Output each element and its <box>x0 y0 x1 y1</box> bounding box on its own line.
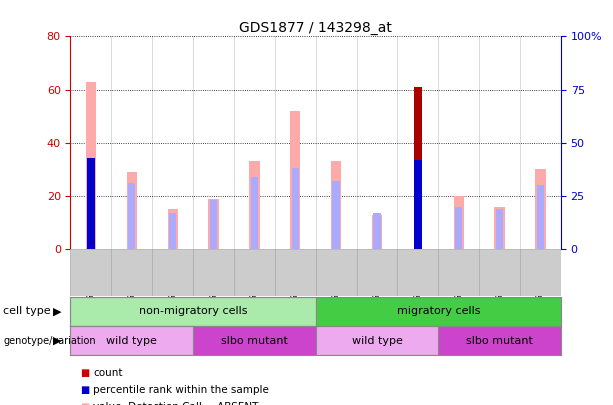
Text: ■: ■ <box>80 386 89 395</box>
Text: ▶: ▶ <box>53 336 61 345</box>
Bar <box>128 183 135 249</box>
Bar <box>479 249 520 296</box>
Text: slbo mutant: slbo mutant <box>466 336 533 345</box>
Bar <box>454 196 464 249</box>
Bar <box>537 185 544 249</box>
Bar <box>210 200 217 249</box>
Bar <box>373 213 381 249</box>
Bar <box>290 111 300 249</box>
Text: count: count <box>93 369 123 378</box>
Bar <box>167 209 178 249</box>
Bar <box>397 249 438 296</box>
Bar <box>316 249 357 296</box>
Title: GDS1877 / 143298_at: GDS1877 / 143298_at <box>239 21 392 35</box>
Bar <box>87 158 94 249</box>
Bar <box>535 169 546 249</box>
Bar <box>372 215 382 249</box>
Bar <box>169 213 177 249</box>
Bar <box>438 249 479 296</box>
Text: value, Detection Call = ABSENT: value, Detection Call = ABSENT <box>93 403 259 405</box>
Text: slbo mutant: slbo mutant <box>221 336 288 345</box>
Bar <box>455 207 462 249</box>
Text: ■: ■ <box>80 403 89 405</box>
Bar <box>112 249 152 296</box>
Bar <box>331 161 341 249</box>
Bar <box>87 158 94 249</box>
Bar <box>332 181 340 249</box>
Bar <box>193 326 316 355</box>
Text: percentile rank within the sample: percentile rank within the sample <box>93 386 269 395</box>
Bar <box>70 297 316 326</box>
Bar <box>193 249 234 296</box>
Bar <box>208 198 219 249</box>
Text: migratory cells: migratory cells <box>397 307 480 316</box>
Text: cell type: cell type <box>3 307 51 316</box>
Text: ▶: ▶ <box>53 307 61 316</box>
Bar <box>496 209 503 249</box>
Bar <box>127 172 137 249</box>
Bar <box>249 161 259 249</box>
Text: genotype/variation: genotype/variation <box>3 336 96 345</box>
Bar <box>86 82 96 249</box>
Bar <box>357 249 397 296</box>
Text: non-migratory cells: non-migratory cells <box>139 307 247 316</box>
Bar <box>70 249 112 296</box>
Bar <box>438 326 561 355</box>
Bar <box>70 326 193 355</box>
Bar <box>234 249 275 296</box>
Bar <box>292 168 299 249</box>
Bar <box>275 249 316 296</box>
Bar <box>414 160 422 249</box>
Bar <box>316 326 438 355</box>
Text: wild type: wild type <box>107 336 157 345</box>
Bar <box>152 249 193 296</box>
Text: wild type: wild type <box>352 336 402 345</box>
Text: ■: ■ <box>80 369 89 378</box>
Bar <box>316 297 561 326</box>
Bar <box>520 249 561 296</box>
Bar <box>251 177 258 249</box>
Bar <box>495 207 504 249</box>
Bar <box>414 87 422 249</box>
